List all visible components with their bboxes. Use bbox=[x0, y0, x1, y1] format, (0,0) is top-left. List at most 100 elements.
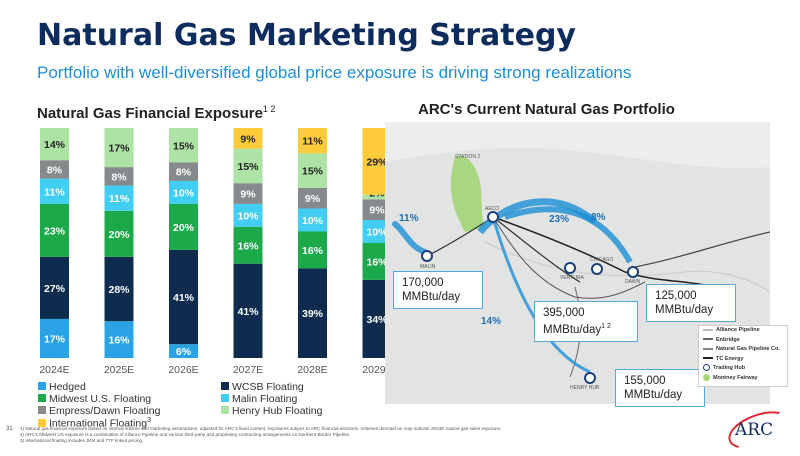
bar-value-label: 15% bbox=[173, 140, 195, 152]
bar-value-label: 9% bbox=[305, 193, 321, 205]
trading-hub-icon bbox=[703, 364, 710, 372]
bar-value-label: 29% bbox=[366, 156, 385, 168]
map-graphic: AECO MALIN VENTURA CHICAGO DAWN HENRY HU… bbox=[385, 147, 770, 404]
footnotes: 1) Natural gas financial exposure based … bbox=[20, 426, 580, 444]
bar-segment bbox=[298, 187, 327, 209]
legend-swatch bbox=[221, 406, 229, 414]
line-swatch bbox=[703, 338, 713, 341]
map-legend-item: Natural Gas Pipeline Co. bbox=[699, 345, 787, 355]
bar-segment bbox=[362, 194, 385, 200]
legend-swatch bbox=[38, 394, 46, 402]
bar-segment bbox=[233, 263, 263, 358]
map-legend-item: TC Energy bbox=[699, 355, 787, 365]
map-legend-label: Enbridge bbox=[716, 336, 740, 343]
flow-arrow-malin bbox=[392, 221, 428, 255]
bar-segment bbox=[298, 231, 327, 269]
bar-segment bbox=[169, 203, 198, 250]
callout-value: 125,000 bbox=[655, 290, 697, 302]
bar-value-label: 34% bbox=[366, 314, 385, 326]
bar-value-label: 39% bbox=[302, 308, 324, 320]
legend-label: WCSB Floating bbox=[232, 381, 304, 393]
chart-title: Natural Gas Financial Exposure1 2 bbox=[37, 104, 275, 122]
bar-segment bbox=[169, 180, 198, 204]
legend-label: Hedged bbox=[49, 381, 86, 393]
bar-segment bbox=[362, 128, 385, 195]
x-tick-label: 2028E bbox=[297, 364, 327, 376]
footnote: 3) International floating includes JKM a… bbox=[20, 438, 144, 443]
map-legend-item: Alliance Pipeline bbox=[699, 326, 787, 336]
bar-segment bbox=[169, 162, 198, 181]
flow-pct-dawn: 8% bbox=[591, 212, 606, 223]
x-tick-label: 2029+ bbox=[362, 364, 385, 376]
hub-aeco bbox=[487, 211, 499, 223]
legend-item-hedged: Hedged bbox=[38, 381, 86, 393]
x-tick-label: 2025E bbox=[104, 364, 134, 376]
bar-segment bbox=[104, 210, 134, 257]
bar-value-label: 41% bbox=[237, 306, 259, 318]
bar-value-label: 16% bbox=[237, 240, 259, 252]
bar-value-label: 10% bbox=[302, 215, 324, 227]
hub-dawn bbox=[627, 266, 639, 278]
map-legend-label: TC Energy bbox=[716, 355, 744, 362]
bar-value-label: 16% bbox=[302, 245, 324, 257]
bar-segment bbox=[169, 344, 198, 358]
montney-fairway-icon bbox=[703, 373, 710, 381]
bar-value-label: 28% bbox=[108, 284, 130, 296]
map-legend-label: Montney Fairway bbox=[713, 374, 758, 381]
map-legend-item: Enbridge bbox=[699, 336, 787, 346]
bar-segment bbox=[40, 128, 69, 161]
legend-swatch bbox=[221, 394, 229, 402]
hub-chicago bbox=[591, 263, 603, 275]
legend-item-wcsb: WCSB Floating bbox=[221, 381, 304, 393]
callout-unit: MMBtu/day bbox=[655, 304, 714, 316]
bar-segment bbox=[233, 226, 263, 264]
legend-item-malin: Malin Floating bbox=[221, 393, 297, 405]
flow-pct-malin: 11% bbox=[399, 213, 419, 224]
bar-value-label: 27% bbox=[44, 283, 66, 295]
bar-value-label: 10% bbox=[173, 187, 195, 199]
page-subtitle: Portfolio with well-diversified global p… bbox=[37, 63, 632, 82]
bar-value-label: 16% bbox=[366, 256, 385, 268]
footnote: 1) Natural gas financial exposure based … bbox=[20, 426, 502, 431]
hub-label: DAWN bbox=[625, 279, 640, 285]
bar-segment bbox=[40, 318, 69, 358]
x-tick-label: 2026E bbox=[168, 364, 198, 376]
callout-value: 170,000 bbox=[402, 277, 444, 289]
callout-unit-row: MMBtu/day1 2 bbox=[543, 320, 629, 337]
bar-value-label: 6% bbox=[176, 346, 192, 358]
bar-value-label: 10% bbox=[237, 210, 259, 222]
line-swatch bbox=[703, 347, 713, 350]
callout-midwest-volume: 395,000 MMBtu/day1 2 bbox=[534, 301, 638, 342]
east-pipeline bbox=[634, 231, 770, 268]
bar-segment bbox=[40, 178, 69, 204]
bar-segment bbox=[104, 185, 134, 211]
bar-segment bbox=[104, 256, 134, 322]
hub-label: STATION 2 bbox=[455, 154, 480, 160]
bar-value-label: 17% bbox=[44, 333, 66, 345]
line-swatch bbox=[703, 357, 713, 360]
hub-henry-hub bbox=[584, 372, 596, 384]
hub-ventura bbox=[564, 262, 576, 274]
tc-energy-pipeline bbox=[492, 216, 716, 288]
bar-value-label: 11% bbox=[302, 136, 323, 148]
callout-dawn-volume: 125,000 MMBtu/day bbox=[646, 284, 736, 322]
flow-arrow-henry-hub bbox=[491, 216, 591, 374]
bar-segment bbox=[362, 243, 385, 280]
callout-unit: MMBtu/day bbox=[624, 389, 683, 401]
bar-segment bbox=[40, 203, 69, 257]
arc-logo: ARC bbox=[735, 420, 774, 440]
map-legend-label: Natural Gas Pipeline Co. bbox=[716, 346, 780, 352]
bar-value-label: 41% bbox=[173, 292, 195, 304]
legend-item-henry-hub: Henry Hub Floating bbox=[221, 405, 322, 417]
hub-label: VENTURA bbox=[560, 275, 585, 281]
bar-value-label: 15% bbox=[237, 161, 259, 173]
bar-value-label: 11% bbox=[109, 193, 130, 205]
legend-swatch bbox=[38, 406, 46, 414]
exposure-stacked-bar-chart: 17% 27% 23% 11% 8% 14% 2024E 16% 28% 20% 11% 8% 17% 2… bbox=[39, 128, 385, 376]
border-line bbox=[484, 241, 770, 293]
bar-segment bbox=[362, 279, 385, 358]
bar-segment bbox=[362, 220, 385, 243]
map-legend-item: Trading Hub bbox=[699, 364, 787, 374]
bar-value-label: 20% bbox=[108, 229, 130, 241]
bar-segment bbox=[298, 208, 327, 232]
